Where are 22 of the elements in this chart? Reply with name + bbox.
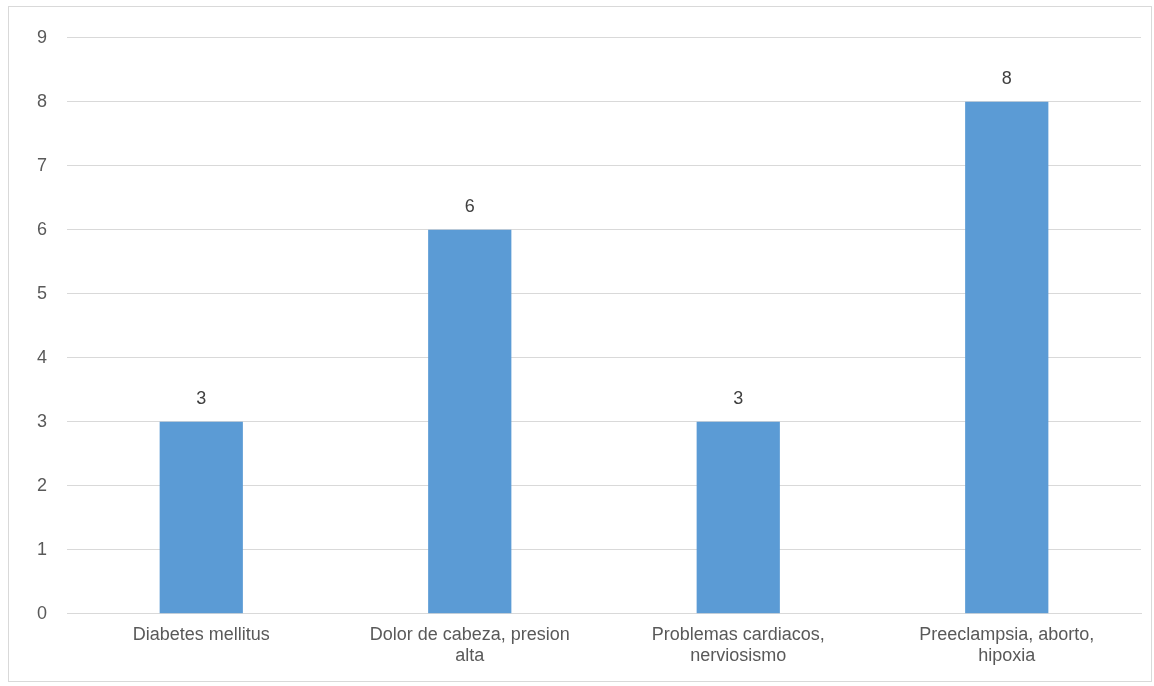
bar: [428, 229, 512, 614]
y-tick-label: 2: [37, 474, 48, 495]
data-label: 3: [196, 387, 207, 408]
data-label: 8: [1001, 67, 1012, 88]
x-tick-label: Diabetes mellitus: [132, 623, 270, 644]
y-tick-label: 4: [37, 346, 48, 367]
y-tick-label: 7: [37, 154, 48, 175]
y-tick-label: 9: [37, 26, 48, 47]
y-tick-label: 0: [37, 602, 48, 623]
x-tick-label: Preeclampsia, aborto, hipoxia: [919, 623, 1095, 666]
data-label: 3: [733, 387, 744, 408]
bar: [696, 421, 780, 614]
y-tick-label: 5: [37, 282, 48, 303]
y-tick-label: 1: [37, 538, 48, 559]
data-label: 6: [464, 195, 475, 216]
y-tick-label: 3: [37, 410, 48, 431]
bar: [965, 101, 1049, 614]
x-tick-label: Dolor de cabeza, presion alta: [369, 623, 570, 666]
x-tick-label: Problemas cardiacos, nerviosismo: [651, 623, 825, 666]
y-tick-label: 6: [37, 218, 48, 239]
bar: [159, 421, 243, 614]
y-tick-label: 8: [37, 90, 48, 111]
